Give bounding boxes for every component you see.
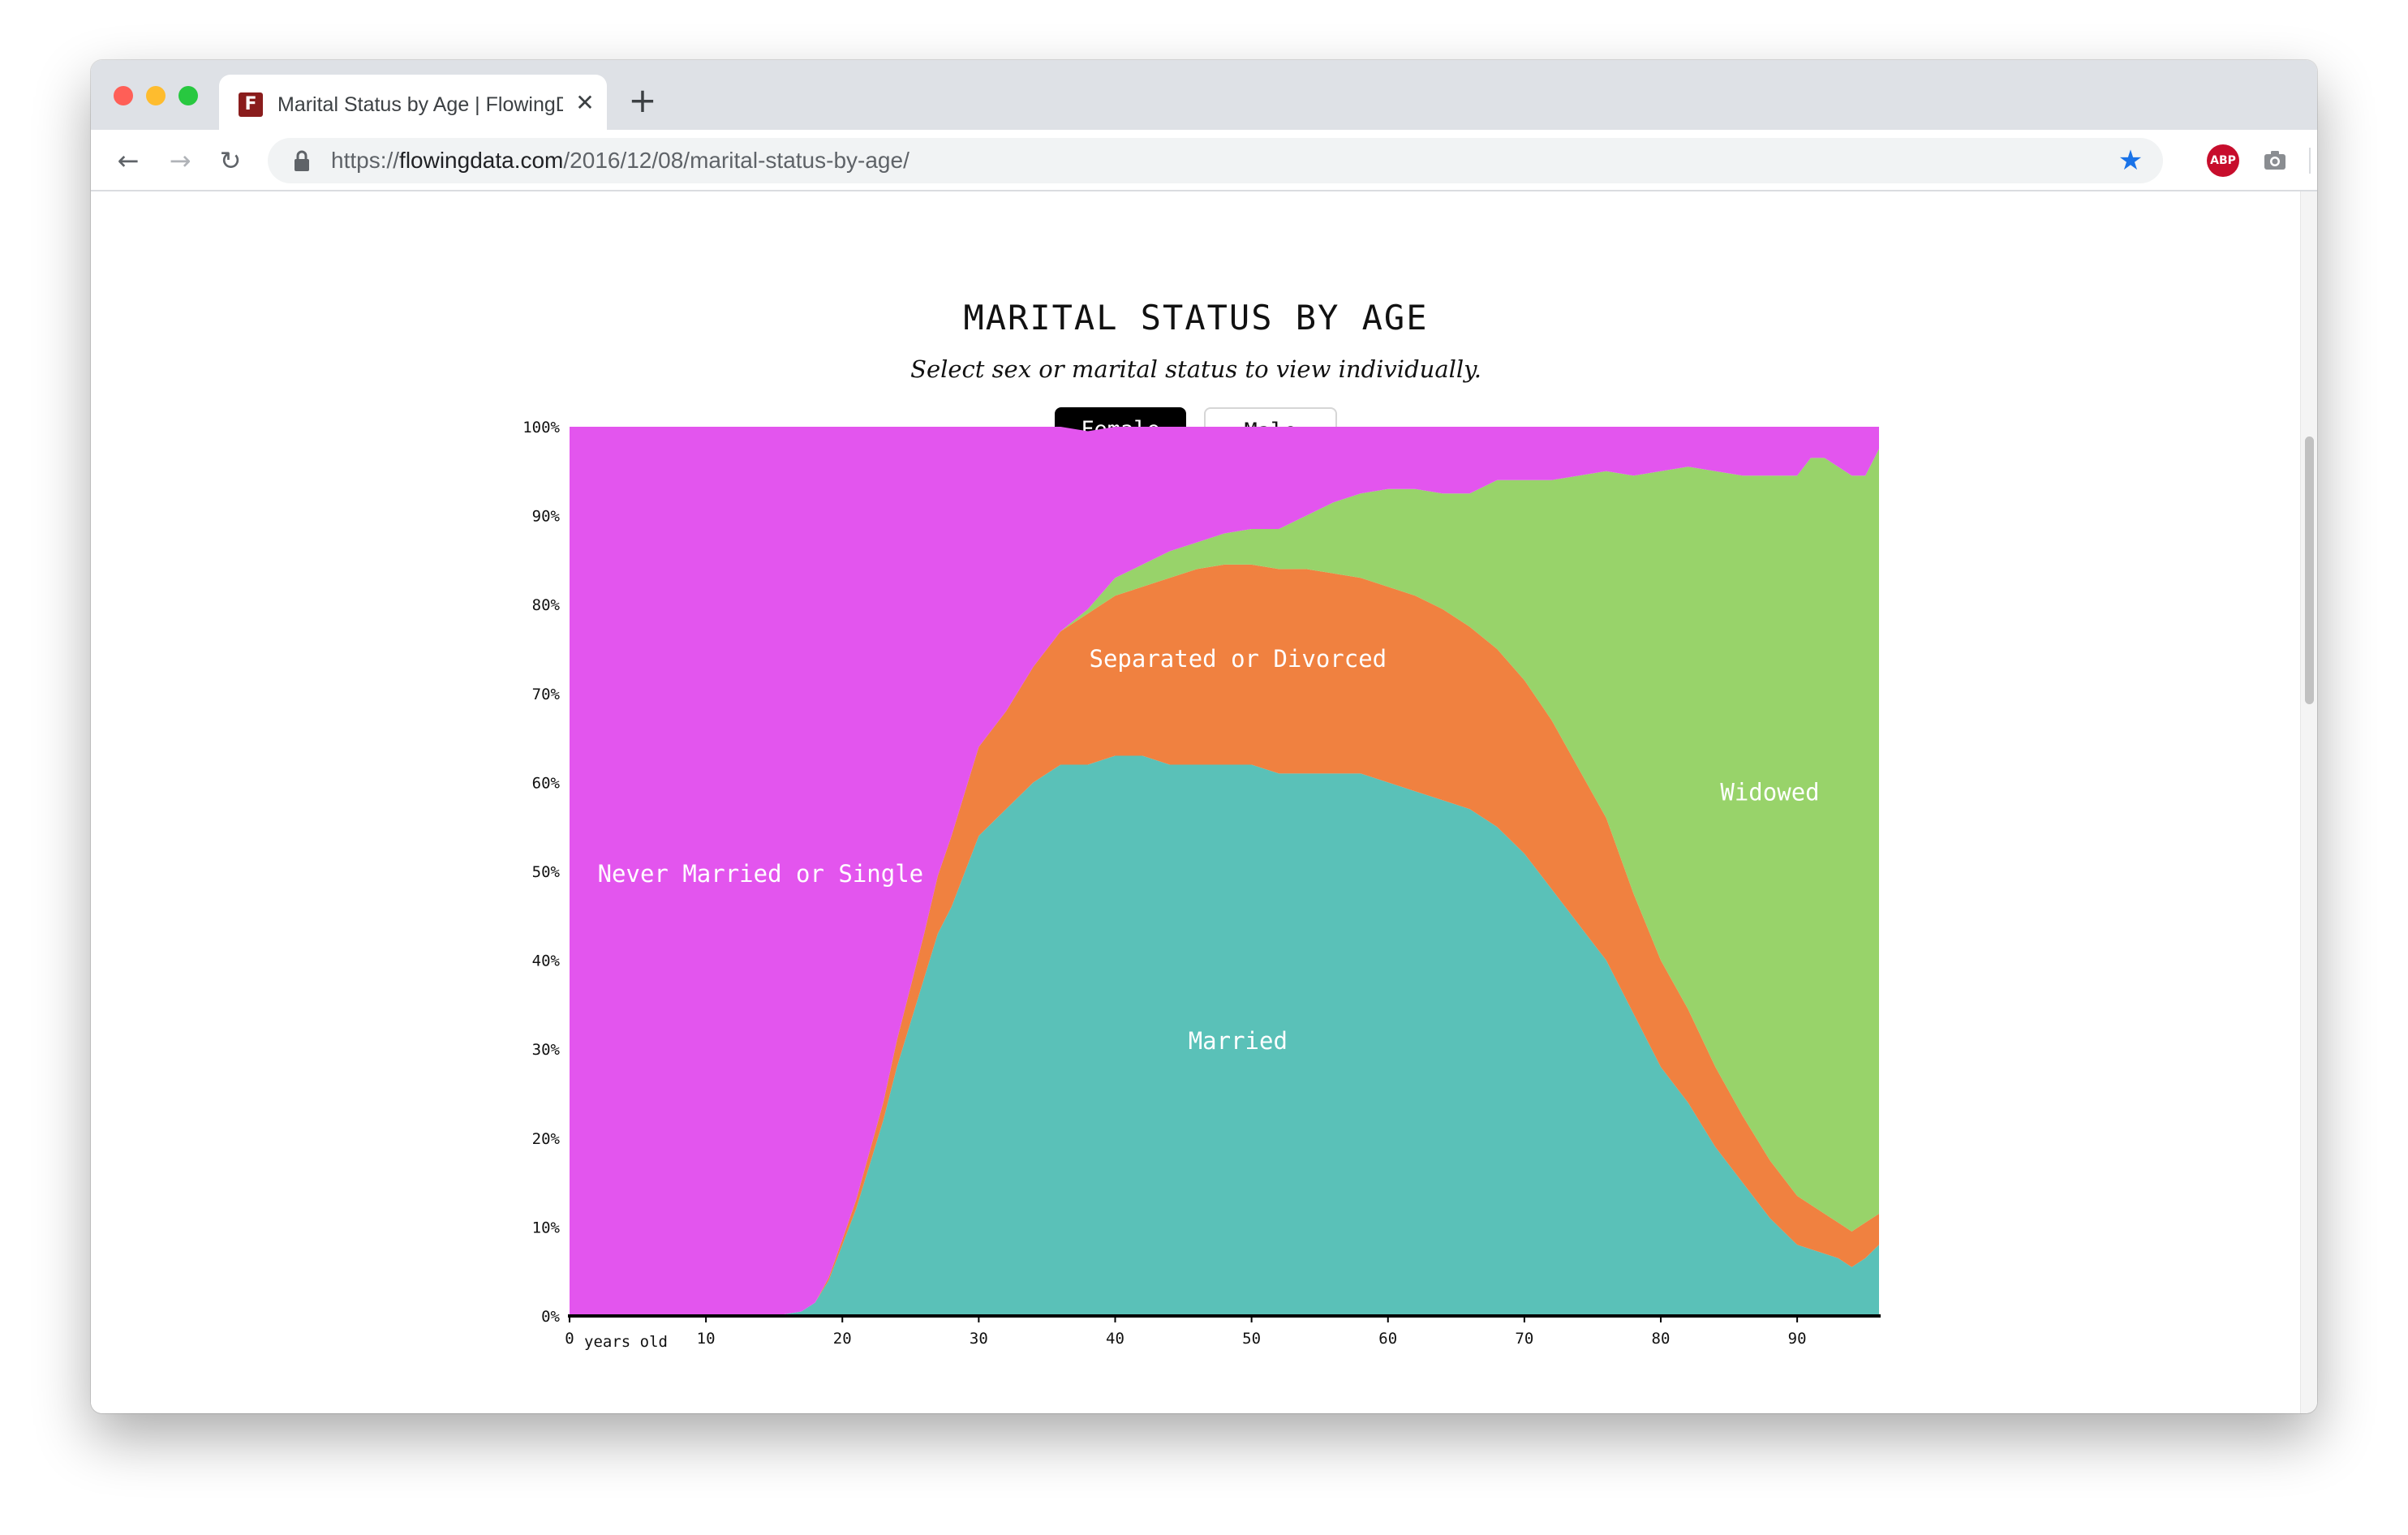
y-tick-label: 20% [532,1130,561,1148]
x-axis-ticks: 0 10 20 30 40 50 60 70 80 90 [565,1316,1807,1348]
camera-icon[interactable] [2259,144,2291,177]
x-tick-label: 0 [565,1330,574,1348]
close-window-button[interactable] [114,86,133,105]
page-subtitle: Select sex or marital status to view ind… [910,355,1481,383]
browser-window: F Marital Status by Age | FlowingData ✕ … [91,60,2317,1413]
x-tick-label: 40 [1106,1330,1124,1348]
x-tick-label: 50 [1242,1330,1261,1348]
y-tick-label: 70% [532,686,561,703]
new-tab-button[interactable]: + [628,80,657,120]
tab-title: Marital Status by Age | FlowingData [277,93,563,116]
y-tick-label: 80% [532,596,561,614]
scrollbar-thumb[interactable] [2305,436,2314,704]
page-content: MARITAL STATUS BY AGE Select sex or mari… [91,191,2301,1413]
toolbar-divider [2309,148,2311,174]
area-label-never-married-or-single: Never Married or Single [598,860,924,888]
zoom-window-button[interactable] [178,86,198,105]
bookmark-star-icon[interactable]: ★ [2118,144,2144,177]
adblock-plus-icon[interactable]: ABP [2207,144,2239,177]
area-label-married: Married [1189,1027,1288,1055]
url-scheme: https:// [331,148,400,173]
lock-icon [295,150,309,171]
area-widowed[interactable] [570,449,1879,1316]
page-scrollbar[interactable] [2300,191,2317,1413]
chart-areas [570,427,1879,1316]
y-tick-label: 90% [532,508,561,526]
tab-bar: F Marital Status by Age | FlowingData ✕ … [91,60,2317,130]
flowingdata-favicon-icon: F [239,92,263,117]
y-tick-label: 100% [522,419,560,436]
browser-toolbar: ← → ↻ https://flowingdata.com/2016/12/08… [91,130,2317,191]
x-tick-label: 20 [833,1330,852,1348]
address-bar[interactable]: https://flowingdata.com/2016/12/08/marit… [268,138,2163,183]
area-label-widowed: Widowed [1720,778,1819,806]
y-tick-label: 10% [532,1219,561,1236]
x-tick-label: 60 [1378,1330,1397,1348]
forward-arrow-icon[interactable]: → [169,145,191,176]
tab-active[interactable]: F Marital Status by Age | FlowingData ✕ [219,75,607,130]
y-axis-ticks: 0% 10% 20% 30% 40% 50% 60% 70% 80% 90% 100% [522,419,560,1326]
y-tick-label: 60% [532,774,561,792]
area-married[interactable] [570,755,1879,1317]
x-tick-label: 80 [1652,1330,1671,1348]
x-tick-label: 90 [1788,1330,1807,1348]
x-tick-label: 70 [1515,1330,1533,1348]
close-tab-icon[interactable]: ✕ [575,89,595,116]
marital-status-chart: 0% 10% 20% 30% 40% 50% 60% 70% 80% 90% 100% 0 10 20 3… [522,419,1881,1351]
x-tick-label: 30 [970,1330,988,1348]
y-tick-label: 50% [532,863,561,881]
y-tick-label: 30% [532,1041,561,1059]
reload-icon[interactable]: ↻ [219,145,242,176]
back-arrow-icon[interactable]: ← [117,145,140,176]
area-separated-or-divorced[interactable] [570,564,1879,1316]
page-title: MARITAL STATUS BY AGE [963,298,1429,338]
area-never-married-or-single[interactable] [570,427,1879,1316]
url-text: https://flowingdata.com/2016/12/08/marit… [331,146,909,175]
url-path: /2016/12/08/marital-status-by-age/ [563,148,909,173]
x-axis-label: years old [584,1333,668,1351]
minimize-window-button[interactable] [146,86,166,105]
x-tick-label: 10 [697,1330,716,1348]
y-tick-label: 0% [541,1308,560,1326]
area-labels: Married Separated or Divorced Widowed Never… [598,645,1820,1055]
url-domain: flowingdata.com [399,148,564,173]
y-tick-label: 40% [532,952,561,970]
area-label-separated-or-divorced: Separated or Divorced [1089,645,1387,673]
